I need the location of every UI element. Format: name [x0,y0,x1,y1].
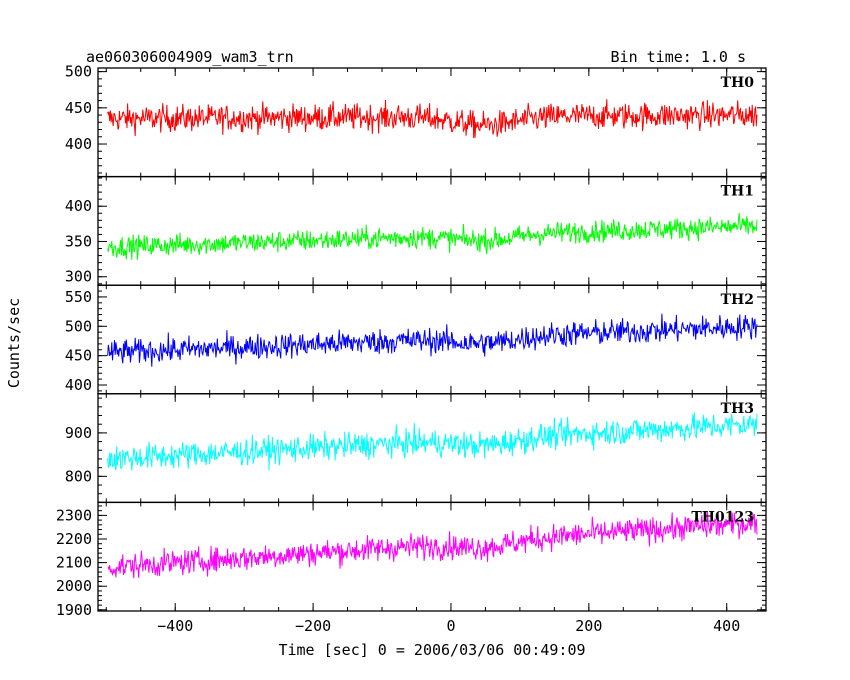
panel-label: TH1 [721,184,754,200]
y-tick-label: 400 [65,135,92,153]
x-tick-label: −200 [295,617,331,635]
y-tick-label: 2100 [56,554,92,572]
panel-th2: 400 450 500 550 TH2 [65,284,767,395]
y-tick-label: 500 [65,63,92,81]
series-th1 [107,213,758,260]
y-tick-label: 400 [65,197,92,215]
y-tick-label: 2300 [56,506,92,524]
y-tick-label: 1900 [56,601,92,619]
series-th0123 [107,510,758,579]
panel-label: TH3 [721,401,754,417]
y-tick-label: 500 [65,317,92,335]
panel-th0: 400 450 500 TH0 [65,63,767,178]
panel-frame [97,284,767,395]
series-th3 [107,412,758,471]
x-tick-label: 200 [575,617,602,635]
panel-th3: 800 900 TH3 [65,393,767,504]
panel-th0123: 1900 2000 2100 2200 2300 TH0123 [56,501,767,619]
x-tick-label: 400 [713,617,740,635]
panel-label: TH0123 [691,509,754,525]
bin-time-label: Bin time: 1.0 s [611,48,746,66]
panel-label: TH0 [721,75,755,91]
y-tick-label: 900 [65,424,92,442]
chart-title: ae060306004909_wam3_trn [86,48,294,66]
panel-th1: 300 350 400 TH1 [65,175,767,286]
y-tick-label: 2200 [56,530,92,548]
x-axis-label: Time [sec] 0 = 2006/03/06 00:49:09 [278,641,585,659]
series-th2 [107,313,758,367]
panel-label: TH2 [721,292,754,308]
y-axis-label: Counts/sec [5,298,23,388]
y-tick-label: 550 [65,288,92,306]
y-tick-label: 350 [65,232,92,250]
x-tick-label: 0 [446,617,455,635]
panel-frame [97,501,767,612]
y-tick-label: 450 [65,347,92,365]
panel-stack: 400 450 500 TH0 300 350 400 TH1 400 450 500 550 TH2 8… [56,63,767,635]
y-tick-label: 800 [65,467,92,485]
y-tick-label: 2000 [56,577,92,595]
x-tick-label: −400 [157,617,193,635]
y-tick-label: 450 [65,99,92,117]
y-tick-label: 400 [65,376,92,394]
y-tick-label: 300 [65,268,92,286]
series-th0 [107,99,758,139]
